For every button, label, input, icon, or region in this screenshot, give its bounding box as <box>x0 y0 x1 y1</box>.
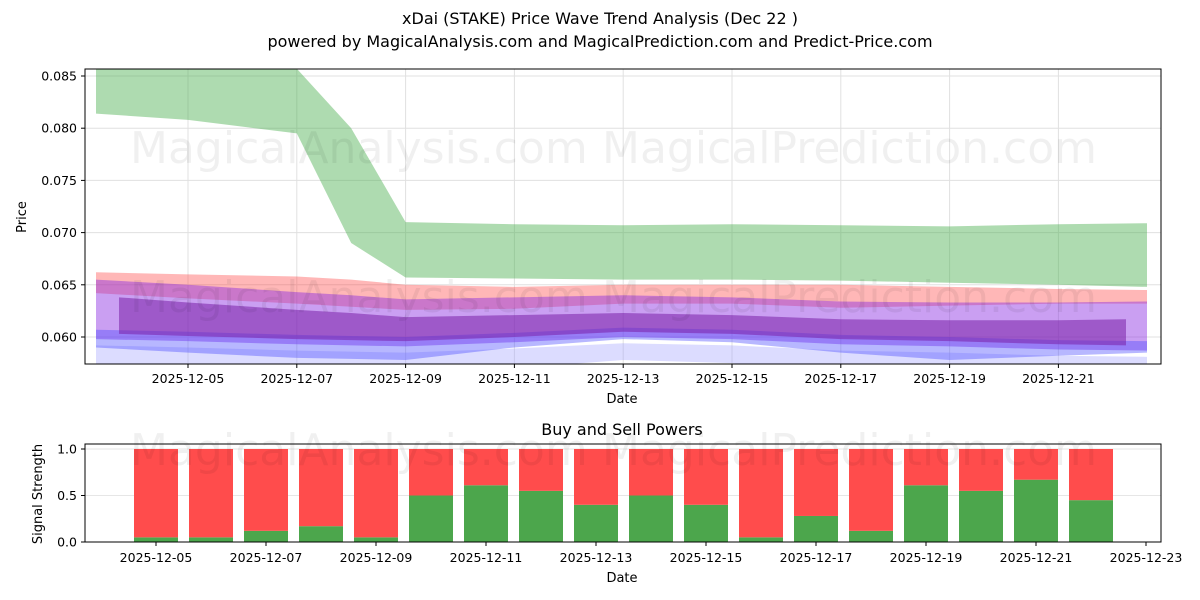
buy-bar <box>409 496 453 543</box>
buy-bar <box>519 491 563 542</box>
price-x-axis: 2025-12-05 2025-12-07 2025-12-09 2025-12-11… <box>152 364 1095 386</box>
watermark-analysis-bottom: MagicalAnalysis.com <box>130 425 588 476</box>
x-tick-label: 2025-12-21 <box>1000 550 1073 565</box>
x-tick-label: 2025-12-15 <box>670 550 743 565</box>
watermark-analysis-mid: MagicalAnalysis.com <box>130 272 588 323</box>
x-tick-label: 2025-12-19 <box>913 371 986 386</box>
x-tick-label: 2025-12-11 <box>478 371 551 386</box>
x-tick-label: 2025-12-05 <box>120 550 193 565</box>
watermark-prediction-mid: MagicalPrediction.com <box>602 272 1097 323</box>
x-tick-label: 2025-12-23 <box>1110 550 1183 565</box>
watermark-prediction-top: MagicalPrediction.com <box>602 123 1097 174</box>
signal-chart: Buy and Sell Powers MagicalAnalysis.com … <box>31 420 1182 586</box>
buy-bar <box>849 531 893 542</box>
price-bands <box>96 69 1147 381</box>
buy-bar <box>794 516 838 542</box>
signal-y-axis: 0.0 0.5 1.0 <box>57 442 85 550</box>
green-band <box>96 69 1147 287</box>
signal-x-axis: 2025-12-05 2025-12-07 2025-12-09 2025-12-11… <box>120 542 1183 565</box>
y-tick-label: 0.080 <box>41 121 77 136</box>
buy-bar <box>629 496 673 543</box>
x-tick-label: 2025-12-07 <box>230 550 303 565</box>
price-y-axis: 0.060 0.065 0.070 0.075 0.080 0.085 <box>41 69 85 345</box>
signal-x-label: Date <box>606 571 637 586</box>
x-tick-label: 2025-12-21 <box>1022 371 1095 386</box>
buy-bar <box>189 537 233 542</box>
buy-bar <box>134 537 178 542</box>
x-tick-label: 2025-12-13 <box>587 371 660 386</box>
x-tick-label: 2025-12-09 <box>340 550 413 565</box>
price-y-label: Price <box>15 201 30 233</box>
watermark-prediction-bottom: MagicalPrediction.com <box>602 425 1097 476</box>
x-tick-label: 2025-12-19 <box>890 550 963 565</box>
charts-canvas: MagicalAnalysis.com MagicalPrediction.co… <box>0 0 1200 600</box>
buy-bar <box>574 505 618 542</box>
price-chart: MagicalAnalysis.com MagicalPrediction.co… <box>15 69 1161 408</box>
y-tick-label: 0.075 <box>41 173 77 188</box>
x-tick-label: 2025-12-09 <box>369 371 442 386</box>
x-tick-label: 2025-12-07 <box>260 371 333 386</box>
buy-bar <box>244 531 288 542</box>
x-tick-label: 2025-12-17 <box>804 371 877 386</box>
buy-bar <box>1014 480 1058 542</box>
x-tick-label: 2025-12-15 <box>696 371 769 386</box>
price-x-label: Date <box>606 392 637 407</box>
y-tick-label: 0.065 <box>41 277 77 292</box>
buy-bar <box>464 485 508 542</box>
buy-bar <box>684 505 728 542</box>
buy-bar <box>739 537 783 542</box>
buy-bar <box>1069 500 1113 542</box>
y-tick-label: 0.070 <box>41 225 77 240</box>
buy-bar <box>959 491 1003 542</box>
y-tick-label: 1.0 <box>57 442 77 457</box>
x-tick-label: 2025-12-17 <box>780 550 853 565</box>
signal-y-label: Signal Strength <box>31 444 46 544</box>
buy-bar <box>299 526 343 542</box>
y-tick-label: 0.5 <box>57 488 77 503</box>
x-tick-label: 2025-12-05 <box>152 371 225 386</box>
watermark-analysis-top: MagicalAnalysis.com <box>130 123 588 174</box>
y-tick-label: 0.060 <box>41 330 77 345</box>
buy-bar <box>354 537 398 542</box>
y-tick-label: 0.0 <box>57 535 77 550</box>
x-tick-label: 2025-12-11 <box>450 550 523 565</box>
buy-bar <box>904 485 948 542</box>
x-tick-label: 2025-12-13 <box>560 550 633 565</box>
y-tick-label: 0.085 <box>41 69 77 84</box>
